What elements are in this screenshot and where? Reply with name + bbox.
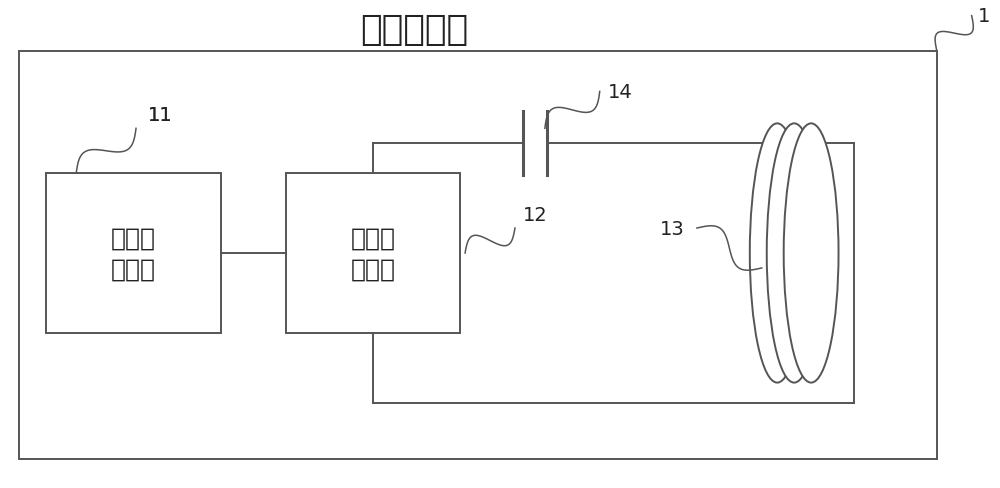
Text: 14: 14 [608,83,632,102]
Ellipse shape [784,124,839,383]
Bar [46,174,221,333]
Text: 11: 11 [148,106,173,125]
Text: 12: 12 [523,205,548,224]
Text: 待定位装置: 待定位装置 [360,13,468,46]
Ellipse shape [750,124,805,383]
Text: 13: 13 [660,219,685,238]
Text: 功率放
大电路: 功率放 大电路 [350,226,395,281]
Ellipse shape [767,124,822,383]
Bar [286,174,460,333]
Text: 11: 11 [148,106,173,125]
Bar [19,51,937,459]
Text: 1: 1 [978,7,990,26]
Text: 信号发
生电路: 信号发 生电路 [111,226,156,281]
